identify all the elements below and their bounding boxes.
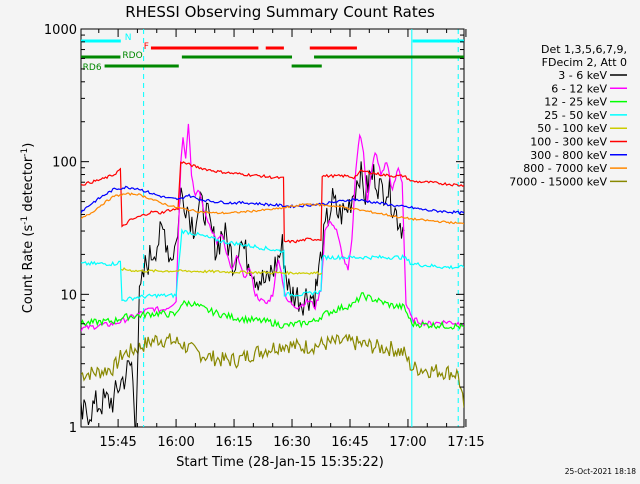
series-line: [81, 192, 464, 225]
series-line: [81, 161, 464, 244]
series-line: [81, 333, 464, 408]
legend-entry-label: 6 - 12 keV: [551, 82, 607, 95]
y-tick-label: 100: [52, 156, 77, 171]
x-tick-label: 16:30: [273, 435, 310, 450]
y-tick-label: 1: [69, 421, 77, 436]
flag-label: F: [144, 42, 149, 52]
x-tick-label: 17:00: [389, 435, 426, 450]
y-axis: 1 10 100 1000: [44, 23, 464, 436]
x-tick-label: 15:45: [99, 435, 136, 450]
flag-label: RDO: [122, 51, 142, 61]
y-tick-label: 1000: [44, 23, 77, 38]
series-line: [81, 292, 464, 330]
y-axis-label-part: detector: [21, 156, 36, 216]
y-axis-label-exp: -1: [20, 216, 30, 225]
flag-label: RD6: [83, 63, 102, 73]
y-axis-label-exp: -1: [20, 148, 30, 157]
legend-entry-label: 300 - 800 keV: [530, 149, 607, 162]
y-tick-label: 10: [60, 288, 77, 303]
legend-entry-label: 25 - 50 keV: [544, 109, 607, 122]
legend-header-line: FDecim 2, Att 0: [542, 56, 627, 69]
timestamp: 25-Oct-2021 18:18: [565, 467, 636, 476]
legend: Det 1,3,5,6,7,9, FDecim 2, Att 0 3 - 6 k…: [509, 43, 627, 188]
x-axis: 15:45 16:00 16:15 16:30 16:45 17:00 17:15: [98, 29, 485, 450]
series-line: [81, 228, 464, 302]
series-line: [81, 123, 464, 332]
legend-entry-label: 7000 - 15000 keV: [509, 175, 607, 188]
flag-label: N: [125, 33, 132, 43]
y-axis-label: Count Rate (s-1 detector-1): [20, 143, 36, 314]
y-axis-label-part: Count Rate (s: [21, 225, 36, 314]
legend-entry-label: 12 - 25 keV: [544, 96, 607, 109]
series-line: [120, 267, 323, 276]
chart-title: RHESSI Observing Summary Count Rates: [125, 3, 435, 21]
x-axis-label: Start Time (28-Jan-15 15:35:22): [176, 455, 384, 470]
plot-frame: [80, 28, 465, 428]
x-tick-label: 17:15: [447, 435, 484, 450]
series-line: [81, 185, 464, 216]
x-tick-label: 16:00: [157, 435, 194, 450]
x-tick-label: 16:45: [331, 435, 368, 450]
legend-entry-label: 3 - 6 keV: [558, 69, 607, 82]
legend-entry-label: 50 - 100 keV: [537, 122, 607, 135]
legend-entry-label: 800 - 7000 keV: [523, 162, 607, 175]
legend-header-line: Det 1,3,5,6,7,9,: [541, 43, 627, 56]
y-axis-label-part: ): [21, 143, 36, 148]
legend-entry-label: 100 - 300 keV: [530, 136, 607, 149]
x-tick-label: 16:15: [215, 435, 252, 450]
